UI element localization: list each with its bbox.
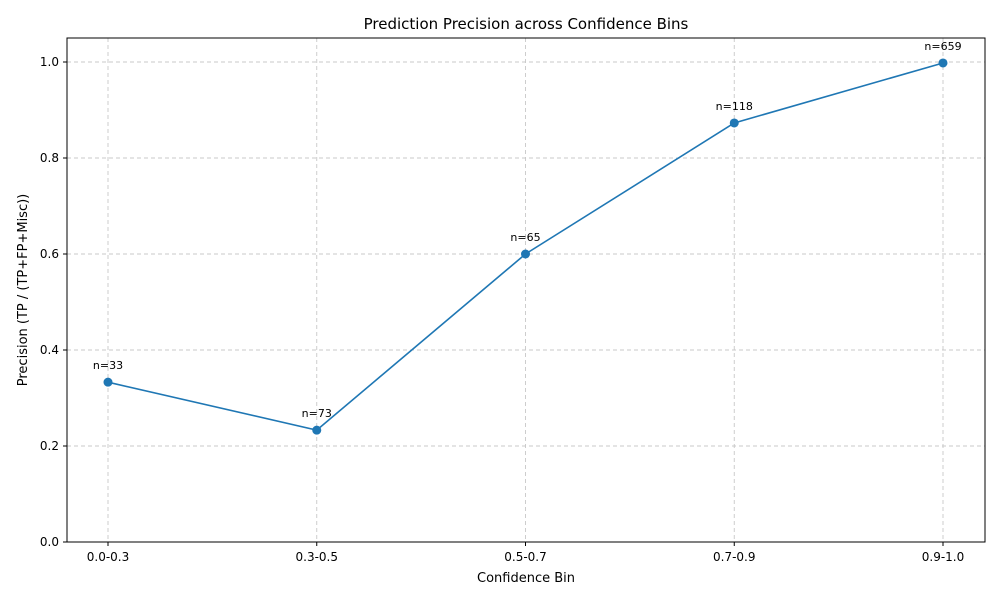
y-tick-label: 0.8: [40, 151, 59, 165]
point-count-label: n=118: [716, 100, 753, 113]
y-tick-label: 0.6: [40, 247, 59, 261]
x-axis-label: Confidence Bin: [477, 571, 575, 586]
plot-area-frame: [66, 37, 986, 543]
data-point: [521, 249, 530, 259]
chart-title: Prediction Precision across Confidence B…: [364, 15, 689, 33]
x-tick-label: 0.3-0.5: [296, 550, 339, 564]
y-tick-label: 0.4: [40, 343, 59, 357]
data-point: [729, 118, 739, 128]
data-point: [103, 377, 113, 387]
y-axis-label: Precision (TP / (TP+FP+Misc)): [16, 194, 31, 386]
y-tick-label: 0.2: [40, 439, 59, 453]
x-tick-label: 0.0-0.3: [87, 550, 130, 564]
y-tick-label: 1.0: [40, 55, 59, 69]
point-count-label: n=659: [924, 40, 961, 53]
data-point: [938, 58, 948, 68]
point-count-label: n=65: [510, 231, 540, 244]
y-tick-label: 0.0: [40, 535, 59, 549]
axis-ticks: 0.0 0.2 0.4 0.6 0.8 1.0 0.0-0.3 0.3-0.5 0.5-0.7 0…: [40, 55, 964, 564]
data-point: [312, 425, 322, 435]
x-tick-label: 0.7-0.9: [713, 550, 756, 564]
point-labels: n=33 n=73 n=65 n=118 n=659: [93, 40, 962, 420]
grid-lines: [67, 38, 985, 543]
x-tick-label: 0.9-1.0: [922, 550, 965, 564]
x-tick-label: 0.5-0.7: [504, 550, 547, 564]
point-count-label: n=73: [302, 407, 332, 420]
point-count-label: n=33: [93, 359, 123, 372]
series-precision: [103, 58, 948, 435]
